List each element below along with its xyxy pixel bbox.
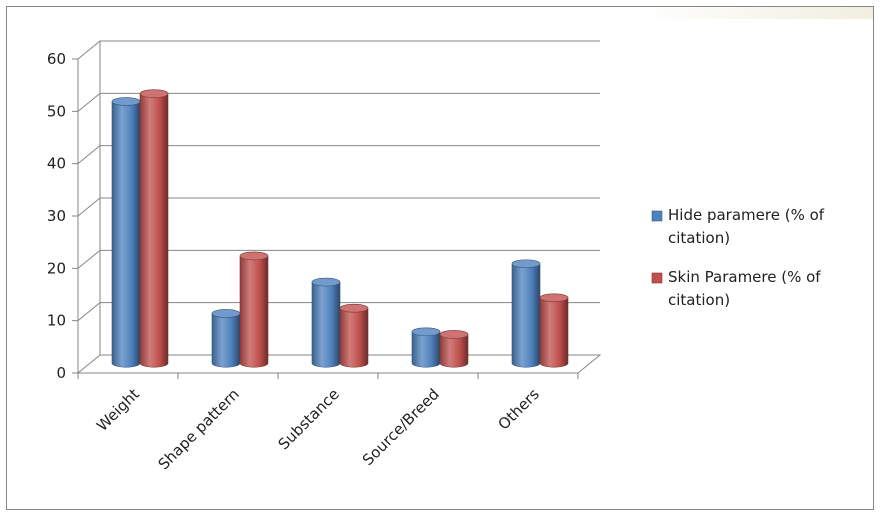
y-tick-label: 20: [47, 259, 66, 277]
bar-top: [311, 277, 341, 287]
bar-body: [239, 255, 269, 368]
bar-hide-others: [511, 259, 541, 368]
legend: Hide paramere (% of citation) Skin Paramer…: [651, 206, 825, 309]
bar-top: [111, 97, 141, 106]
x-category-label: Others: [494, 385, 543, 434]
y-tick-label: 40: [47, 155, 66, 173]
bar-top: [211, 309, 241, 318]
bar-top: [139, 89, 169, 98]
bar-body: [539, 297, 569, 368]
bar-hide-shape-pattern: [211, 309, 241, 368]
legend-swatch: [651, 272, 663, 284]
bar-skin-weight: [139, 89, 169, 368]
y-tick-label: 30: [47, 207, 66, 225]
bar-skin-source-breed: [439, 330, 469, 368]
bar-top: [539, 293, 569, 303]
bar-hide-substance: [311, 277, 341, 368]
x-category-label: Weight: [93, 385, 143, 435]
bar-top: [411, 327, 441, 337]
bar-body: [211, 313, 241, 368]
legend-entry: Skin Paramere (% of citation): [668, 268, 821, 309]
bar-body: [111, 101, 141, 368]
legend-swatch: [651, 210, 663, 222]
bar-body: [439, 334, 469, 368]
bar-body: [511, 263, 541, 368]
x-category-label: Shape pattern: [155, 385, 243, 473]
frame-corner-shade: [633, 7, 873, 19]
bar-body: [139, 93, 169, 368]
gridline: [77, 40, 600, 60]
y-tick-label: 50: [47, 102, 66, 120]
bar-top: [239, 251, 269, 261]
x-category-label: Source/Breed: [359, 385, 443, 469]
bar-hide-weight: [111, 97, 141, 368]
bar-body: [311, 281, 341, 368]
bar-hide-source-breed: [411, 327, 441, 368]
bar-top: [439, 330, 469, 339]
bar-skin-shape-pattern: [239, 251, 269, 368]
bar-skin-substance: [339, 303, 369, 368]
bar-body: [411, 331, 441, 368]
y-tick-label: 60: [47, 50, 66, 68]
bar-layer: [111, 89, 569, 368]
bar-skin-others: [539, 293, 569, 368]
legend-entry: Hide paramere (% of citation): [668, 206, 825, 247]
bar-body: [339, 307, 369, 368]
bar-top: [511, 259, 541, 269]
y-tick-label: 10: [47, 312, 66, 330]
axis-layer: [72, 41, 602, 379]
chart-floor: [76, 354, 602, 374]
x-category-label: Substance: [275, 385, 343, 453]
y-tick-label: 0: [56, 364, 66, 382]
bar-top: [339, 303, 369, 313]
